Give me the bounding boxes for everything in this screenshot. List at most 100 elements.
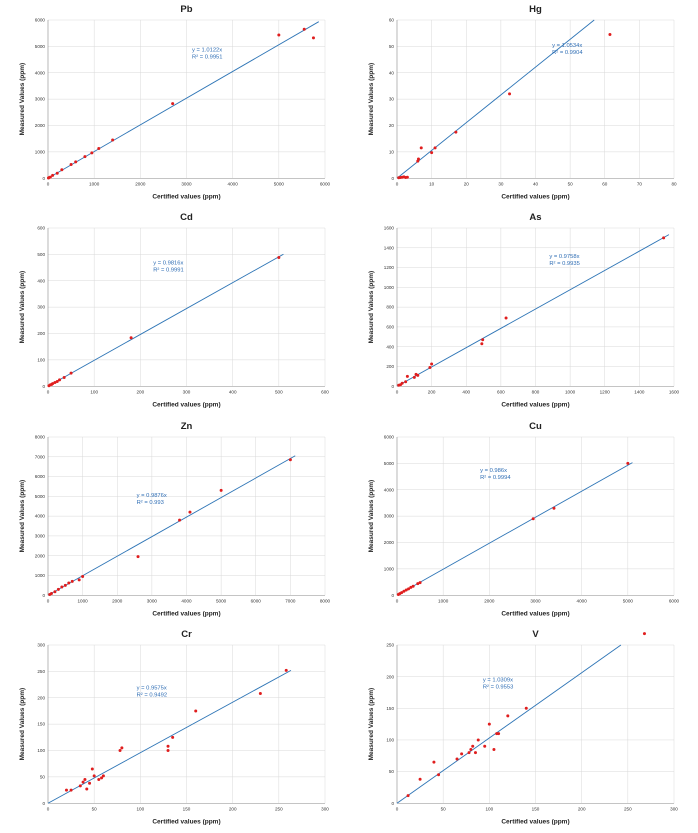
x-tick-label: 4000 xyxy=(577,598,588,603)
x-tick-label: 60 xyxy=(602,181,608,186)
data-point xyxy=(88,781,92,785)
r-squared: R² = 0.9951 xyxy=(192,55,222,61)
data-point xyxy=(277,33,281,37)
y-tick-label: 3000 xyxy=(35,533,46,538)
x-tick-label: 0 xyxy=(396,181,399,186)
data-point xyxy=(400,382,404,386)
x-tick-label: 100 xyxy=(90,390,98,395)
data-point xyxy=(642,631,646,635)
data-point xyxy=(473,750,477,754)
x-axis-label: Certified values (ppm) xyxy=(501,610,569,617)
x-tick-label: 600 xyxy=(497,390,505,395)
y-axis-label: Measured Values (ppm) xyxy=(368,271,375,344)
x-tick-label: 50 xyxy=(441,806,447,811)
data-point xyxy=(418,580,422,584)
trendline-equation: y = 0.9876x xyxy=(137,493,167,499)
data-point xyxy=(74,160,78,164)
data-point xyxy=(171,735,175,739)
y-tick-label: 30 xyxy=(389,97,395,102)
x-tick-label: 200 xyxy=(229,806,237,811)
x-tick-label: 0 xyxy=(47,806,50,811)
y-tick-label: 0 xyxy=(391,384,394,389)
data-point xyxy=(460,752,464,756)
x-tick-label: 6000 xyxy=(251,598,262,603)
data-point xyxy=(404,587,408,591)
x-axis-label: Certified values (ppm) xyxy=(152,193,220,200)
chart-title: Cu xyxy=(529,421,542,432)
y-tick-label: 4000 xyxy=(35,513,46,518)
data-point xyxy=(430,151,434,155)
y-tick-label: 2000 xyxy=(384,540,395,545)
y-tick-label: 200 xyxy=(386,674,394,679)
x-tick-label: 5000 xyxy=(274,181,285,186)
x-tick-label: 10 xyxy=(429,181,435,186)
x-tick-label: 0 xyxy=(396,598,399,603)
data-point xyxy=(51,173,55,177)
y-tick-label: 5000 xyxy=(35,493,46,498)
chart-svg: V 0 50 100 150 200 250 0 50 100 150 200 250 300 Certif… xyxy=(368,629,678,825)
x-tick-label: 400 xyxy=(462,390,470,395)
data-point xyxy=(481,338,485,342)
x-tick-label: 200 xyxy=(136,390,144,395)
data-point xyxy=(136,554,140,558)
data-point xyxy=(405,375,409,379)
r-squared: R² = 0.9492 xyxy=(137,692,167,698)
x-tick-label: 40 xyxy=(533,181,539,186)
r-squared: R² = 0.9904 xyxy=(552,50,583,56)
x-tick-label: 500 xyxy=(275,390,283,395)
data-point xyxy=(409,585,413,589)
data-point xyxy=(476,738,480,742)
chart-title: As xyxy=(529,212,541,223)
y-tick-label: 50 xyxy=(389,769,395,774)
y-tick-label: 8000 xyxy=(35,434,46,439)
y-tick-label: 5000 xyxy=(35,44,46,49)
x-tick-label: 300 xyxy=(321,806,329,811)
data-point xyxy=(416,581,420,585)
data-point xyxy=(97,146,101,150)
trendline xyxy=(47,254,284,387)
y-axis-label: Measured Values (ppm) xyxy=(19,479,26,552)
trendline-equation: y = 0.9575x xyxy=(137,685,167,691)
y-tick-label: 6000 xyxy=(35,474,46,479)
trendline xyxy=(396,19,595,179)
data-point xyxy=(97,777,101,781)
trendline-equation: y = 0.9758x xyxy=(549,254,579,260)
x-axis-label: Certified values (ppm) xyxy=(152,402,220,409)
data-point xyxy=(419,146,423,150)
x-tick-label: 30 xyxy=(498,181,504,186)
chart-svg: Cr 0 50 100 150 200 250 300 0 50 100 150 200 250 300 Ce… xyxy=(19,629,329,825)
y-tick-label: 2000 xyxy=(35,553,46,558)
data-point xyxy=(194,709,198,713)
data-point xyxy=(101,774,105,778)
trendline xyxy=(396,644,622,804)
x-tick-label: 1000 xyxy=(565,390,576,395)
data-point xyxy=(608,33,612,37)
y-tick-label: 50 xyxy=(40,774,46,779)
x-tick-label: 1400 xyxy=(634,390,645,395)
y-tick-label: 0 xyxy=(42,592,45,597)
y-tick-label: 6000 xyxy=(35,18,46,23)
data-point xyxy=(83,777,87,781)
y-tick-label: 4000 xyxy=(35,70,46,75)
x-tick-label: 150 xyxy=(532,806,540,811)
y-tick-label: 150 xyxy=(37,721,45,726)
y-tick-label: 0 xyxy=(391,592,394,597)
x-tick-label: 200 xyxy=(578,806,586,811)
chart-title: Cr xyxy=(181,629,192,640)
y-tick-label: 7000 xyxy=(35,454,46,459)
x-axis-label: Certified values (ppm) xyxy=(501,193,569,200)
data-point xyxy=(49,591,53,595)
trendline-equation: y = 1.0122x xyxy=(192,48,222,54)
data-point xyxy=(53,381,57,385)
data-point xyxy=(400,590,404,594)
y-tick-label: 250 xyxy=(37,669,45,674)
x-axis-label: Certified values (ppm) xyxy=(152,818,220,825)
data-point xyxy=(100,776,104,780)
data-point xyxy=(404,380,408,384)
x-tick-label: 3000 xyxy=(530,598,541,603)
x-tick-label: 50 xyxy=(568,181,574,186)
trendline-equation: y = 1.0309x xyxy=(483,677,513,683)
data-point xyxy=(188,510,192,514)
y-tick-label: 0 xyxy=(42,384,45,389)
y-tick-label: 1000 xyxy=(384,566,395,571)
